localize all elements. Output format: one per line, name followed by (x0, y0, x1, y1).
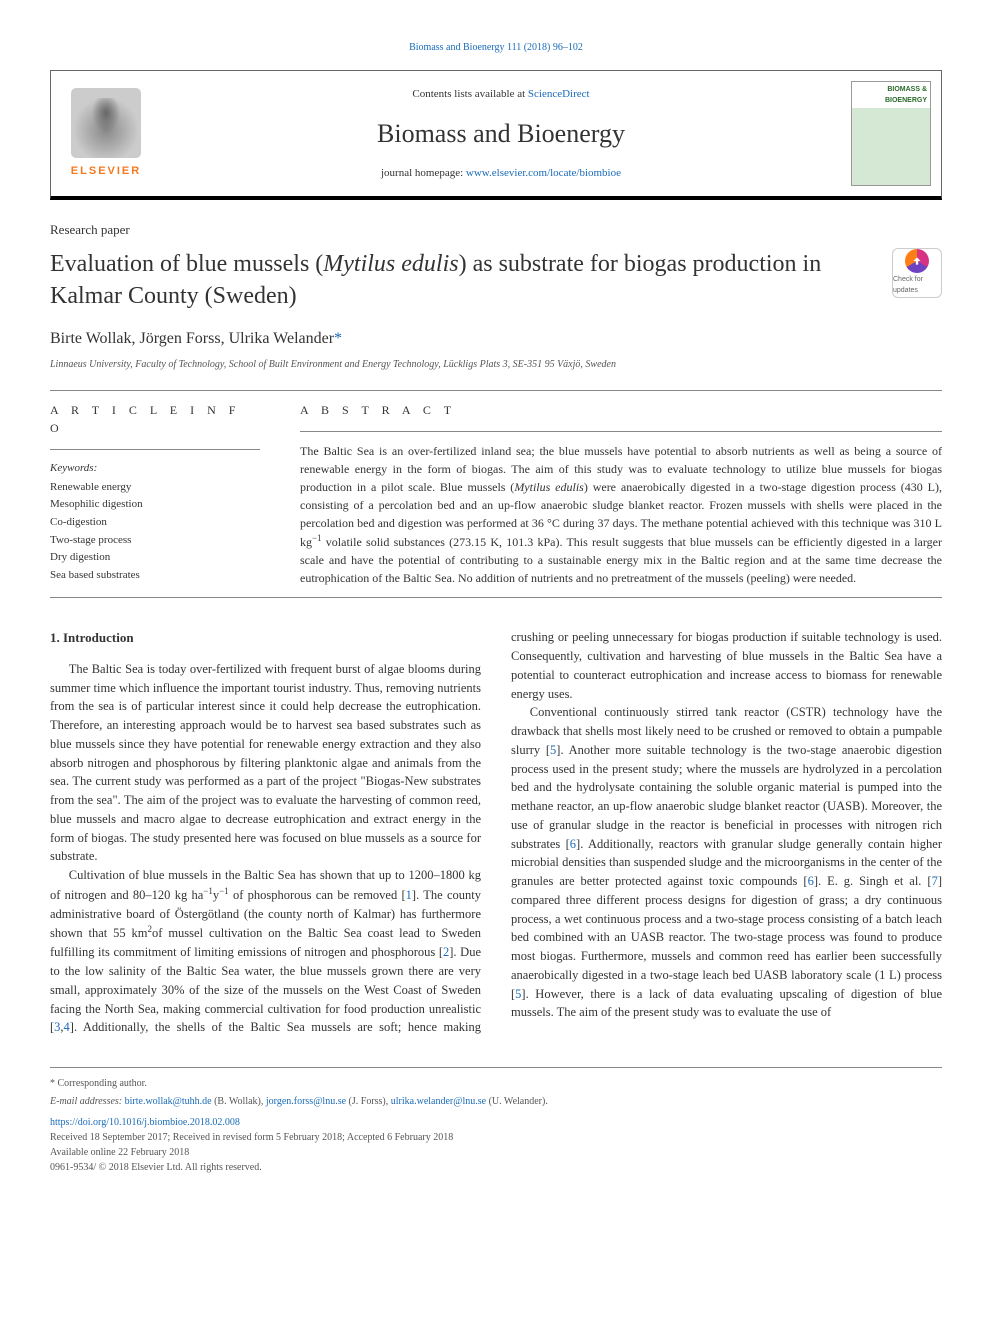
p2-sup: −1 (203, 886, 213, 896)
abstract-seg: volatile solid substances (273.15 K, 101… (300, 535, 942, 585)
sciencedirect-link[interactable]: ScienceDirect (528, 88, 590, 100)
keyword: Mesophilic digestion (50, 496, 260, 514)
paper-title: Evaluation of blue mussels (Mytilus edul… (50, 248, 872, 313)
body-columns: 1. Introduction The Baltic Sea is today … (50, 628, 942, 1037)
email-name: (J. Forss), (346, 1096, 391, 1107)
p2-sup: −1 (219, 886, 229, 896)
title-pre: Evaluation of blue mussels ( (50, 251, 323, 277)
email-name: (U. Welander). (486, 1096, 548, 1107)
intro-paragraph-1: The Baltic Sea is today over-fertilized … (50, 660, 481, 866)
journal-name: Biomass and Bioenergy (377, 114, 625, 153)
p3-seg: ]. E. g. Singh et al. [ (814, 874, 932, 888)
keywords-head: Keywords: (50, 460, 260, 477)
email-name: (B. Wollak), (212, 1096, 266, 1107)
email-link[interactable]: jorgen.forss@lnu.se (266, 1096, 346, 1107)
abstract-species: Mytilus edulis (514, 480, 584, 494)
journal-citation: Biomass and Bioenergy 111 (2018) 96–102 (50, 40, 942, 55)
affiliation: Linnaeus University, Faculty of Technolo… (50, 357, 942, 372)
intro-paragraph-3: Conventional continuously stirred tank r… (511, 703, 942, 1022)
article-info-column: A R T I C L E I N F O Keywords: Renewabl… (50, 401, 260, 587)
updates-icon (905, 249, 929, 273)
paper-type: Research paper (50, 220, 942, 240)
copyright: 0961-9534/ © 2018 Elsevier Ltd. All righ… (50, 1160, 942, 1175)
abstract-sup: −1 (312, 533, 322, 543)
elsevier-tree-icon (71, 88, 141, 158)
author-names: Birte Wollak, Jörgen Forss, Ulrika Welan… (50, 330, 334, 347)
divider (50, 449, 260, 450)
keyword: Renewable energy (50, 479, 260, 497)
p2-seg: of phosphorous can be removed [ (229, 888, 406, 902)
homepage-prefix: journal homepage: (381, 167, 466, 179)
footer: * Corresponding author. E-mail addresses… (50, 1067, 942, 1175)
corresponding-mark: * (334, 330, 342, 347)
contents-prefix: Contents lists available at (412, 88, 527, 100)
keyword: Two-stage process (50, 532, 260, 550)
article-info-head: A R T I C L E I N F O (50, 401, 260, 437)
keyword: Co-digestion (50, 514, 260, 532)
received-dates: Received 18 September 2017; Received in … (50, 1130, 942, 1145)
corresponding-note: * Corresponding author. (50, 1076, 942, 1091)
divider (50, 390, 942, 391)
journal-cover-container: BIOMASS & BIOENERGY (841, 71, 941, 196)
section-heading-intro: 1. Introduction (50, 628, 481, 648)
journal-cover-thumbnail: BIOMASS & BIOENERGY (851, 81, 931, 186)
header-center: Contents lists available at ScienceDirec… (161, 71, 841, 196)
title-species: Mytilus edulis (323, 251, 458, 277)
abstract-head: A B S T R A C T (300, 401, 942, 419)
cover-label: BIOMASS & BIOENERGY (855, 85, 927, 106)
email-addresses: E-mail addresses: birte.wollak@tuhh.de (… (50, 1094, 942, 1109)
doi-link[interactable]: https://doi.org/10.1016/j.biombioe.2018.… (50, 1115, 942, 1130)
check-updates-badge[interactable]: Check for updates (892, 248, 942, 298)
keyword: Sea based substrates (50, 567, 260, 585)
abstract-column: A B S T R A C T The Baltic Sea is an ove… (300, 401, 942, 587)
emails-label: E-mail addresses: (50, 1096, 125, 1107)
p3-seg: ]. However, there is a lack of data eval… (511, 987, 942, 1020)
divider (300, 431, 942, 432)
updates-label: Check for updates (893, 275, 941, 296)
p3-seg: ]. Another more suitable technology is t… (511, 743, 942, 851)
authors: Birte Wollak, Jörgen Forss, Ulrika Welan… (50, 327, 942, 351)
available-online: Available online 22 February 2018 (50, 1145, 942, 1160)
abstract-text: The Baltic Sea is an over-fertilized inl… (300, 442, 942, 587)
elsevier-label: ELSEVIER (71, 163, 141, 180)
journal-homepage-line: journal homepage: www.elsevier.com/locat… (381, 165, 621, 182)
email-link[interactable]: ulrika.welander@lnu.se (391, 1096, 486, 1107)
journal-homepage-link[interactable]: www.elsevier.com/locate/biombioe (466, 167, 621, 179)
contents-lists-line: Contents lists available at ScienceDirec… (412, 86, 589, 103)
keyword: Dry digestion (50, 549, 260, 567)
email-link[interactable]: birte.wollak@tuhh.de (125, 1096, 212, 1107)
journal-header: ELSEVIER Contents lists available at Sci… (50, 70, 942, 200)
p3-seg: ] compared three different process desig… (511, 874, 942, 1001)
keywords-list: Renewable energy Mesophilic digestion Co… (50, 479, 260, 585)
divider (50, 597, 942, 598)
elsevier-logo: ELSEVIER (51, 71, 161, 196)
